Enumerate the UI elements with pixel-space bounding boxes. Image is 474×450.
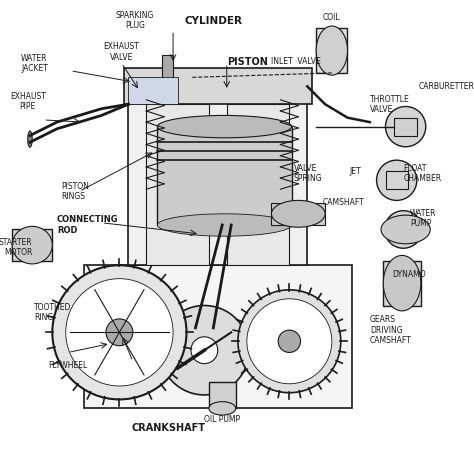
Text: TOOTHED
RING: TOOTHED RING bbox=[35, 302, 72, 322]
Text: SPARKING
PLUG: SPARKING PLUG bbox=[116, 11, 154, 31]
Text: WATER
PUMP: WATER PUMP bbox=[410, 209, 437, 228]
Text: CYLINDER: CYLINDER bbox=[184, 16, 242, 26]
Text: CAMSHAFT: CAMSHAFT bbox=[323, 198, 365, 207]
Text: PISTON
RINGS: PISTON RINGS bbox=[61, 182, 89, 201]
Bar bbox=[162, 55, 173, 82]
Text: EXHAUST
VALVE: EXHAUST VALVE bbox=[104, 42, 139, 62]
Text: FLOAT
CHAMBER: FLOAT CHAMBER bbox=[403, 164, 441, 183]
Bar bbox=[124, 68, 312, 104]
Text: WATER
JACKET: WATER JACKET bbox=[21, 54, 48, 73]
Text: DYNAMO: DYNAMO bbox=[392, 270, 426, 279]
Circle shape bbox=[376, 160, 417, 200]
Ellipse shape bbox=[381, 215, 430, 244]
Bar bbox=[383, 261, 421, 306]
Text: INLET  VALVE: INLET VALVE bbox=[272, 57, 321, 66]
Text: CRANKSHAFT: CRANKSHAFT bbox=[132, 423, 206, 433]
Circle shape bbox=[52, 265, 186, 400]
Text: VALVE
SPRING: VALVE SPRING bbox=[294, 164, 322, 183]
Text: PISTON: PISTON bbox=[227, 57, 268, 67]
Text: CARBURETTER: CARBURETTER bbox=[419, 82, 474, 91]
Circle shape bbox=[106, 319, 133, 346]
Text: JET: JET bbox=[350, 167, 361, 176]
Bar bbox=[227, 104, 289, 265]
Text: STARTER
MOTOR: STARTER MOTOR bbox=[0, 238, 32, 257]
Text: OIL PUMP: OIL PUMP bbox=[204, 415, 240, 424]
Bar bbox=[209, 382, 236, 408]
Circle shape bbox=[66, 279, 173, 386]
Circle shape bbox=[191, 337, 218, 364]
Bar bbox=[157, 126, 292, 225]
Bar bbox=[83, 265, 352, 408]
Bar bbox=[272, 202, 325, 225]
Bar bbox=[394, 117, 417, 135]
Text: THROTTLE
VALVE: THROTTLE VALVE bbox=[370, 94, 410, 114]
Circle shape bbox=[198, 328, 211, 341]
Circle shape bbox=[160, 306, 249, 395]
Bar bbox=[128, 95, 307, 265]
Bar bbox=[128, 77, 178, 104]
Circle shape bbox=[189, 319, 220, 350]
Ellipse shape bbox=[12, 226, 52, 264]
Ellipse shape bbox=[27, 131, 32, 147]
Circle shape bbox=[278, 330, 301, 352]
Ellipse shape bbox=[209, 402, 236, 415]
Circle shape bbox=[384, 211, 422, 248]
Text: COIL: COIL bbox=[323, 13, 341, 22]
Text: FLYWHEEL: FLYWHEEL bbox=[48, 361, 88, 370]
Ellipse shape bbox=[157, 214, 292, 236]
Ellipse shape bbox=[316, 26, 347, 75]
Circle shape bbox=[238, 290, 341, 393]
Bar bbox=[385, 171, 408, 189]
Circle shape bbox=[247, 299, 332, 384]
Circle shape bbox=[385, 107, 426, 147]
Ellipse shape bbox=[383, 256, 421, 311]
Ellipse shape bbox=[272, 200, 325, 227]
Bar bbox=[316, 28, 347, 73]
Text: EXHAUST
PIPE: EXHAUST PIPE bbox=[10, 91, 46, 111]
Text: CONNECTING
ROD: CONNECTING ROD bbox=[57, 215, 118, 235]
Circle shape bbox=[162, 86, 173, 96]
Ellipse shape bbox=[157, 116, 292, 138]
Text: GEARS
DRIVING
CAMSHAFT: GEARS DRIVING CAMSHAFT bbox=[370, 315, 411, 345]
Bar bbox=[146, 104, 209, 265]
Bar bbox=[12, 230, 52, 261]
